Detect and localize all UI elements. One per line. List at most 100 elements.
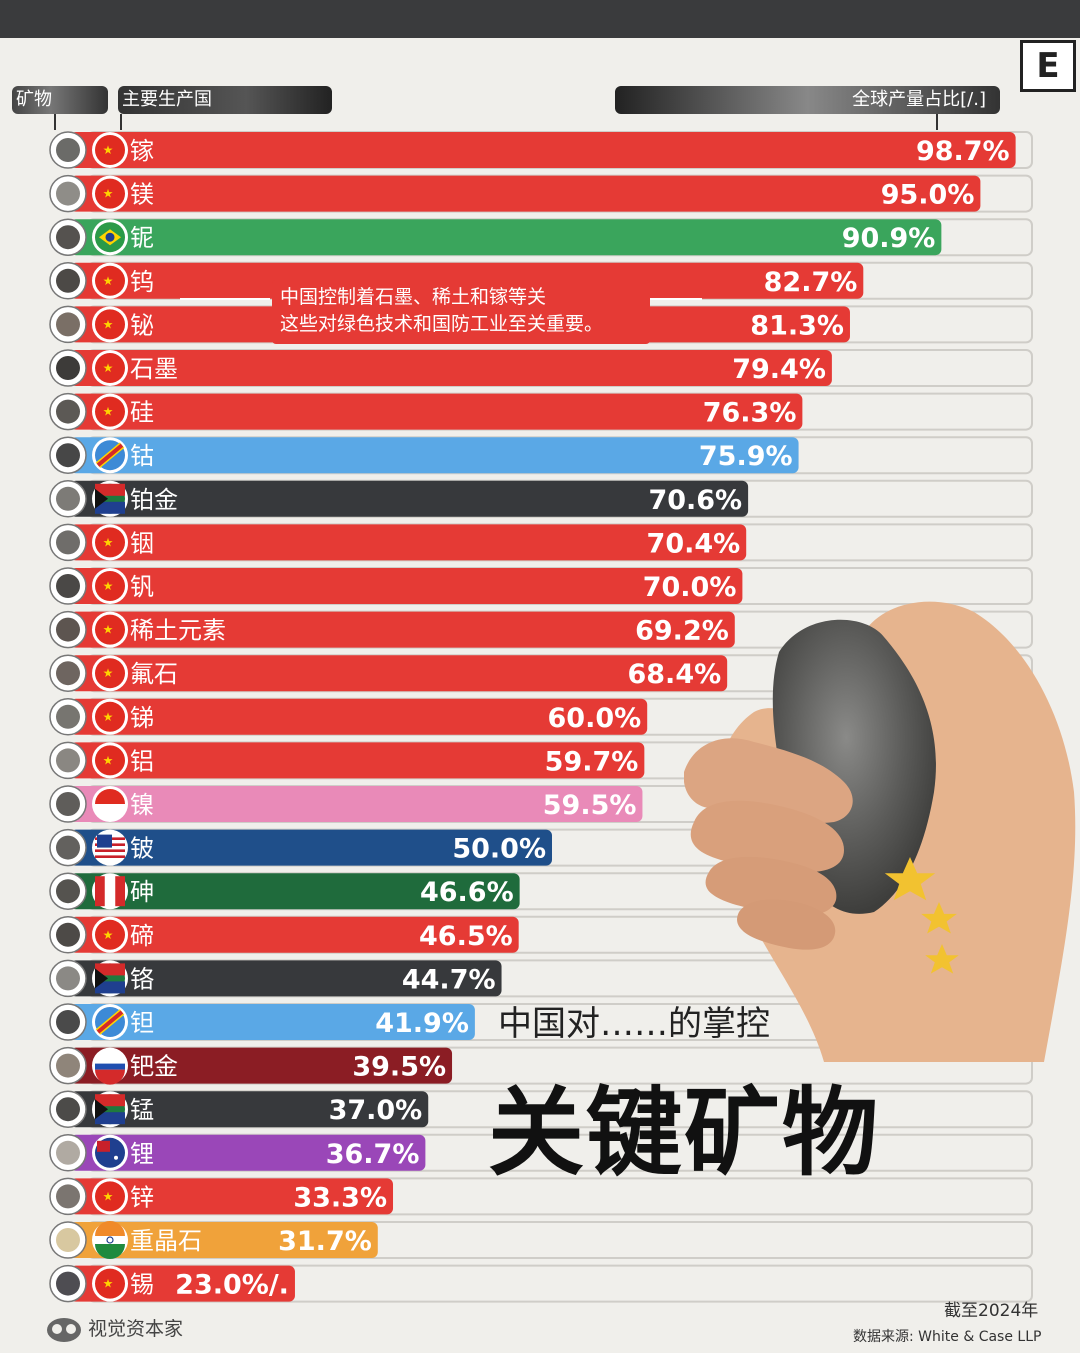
- flag-icon: ★: [92, 1265, 128, 1302]
- value-label: 50.0%: [452, 834, 546, 865]
- producer-column-header: 主要生产国: [118, 86, 332, 114]
- mineral-header-pointer: [54, 114, 56, 130]
- svg-text:★: ★: [103, 187, 114, 201]
- value-label: 33.3%: [293, 1182, 387, 1213]
- mineral-label: 氟石: [130, 660, 178, 688]
- brand-logo-icon: [47, 1317, 81, 1342]
- value-label: 76.3%: [703, 398, 797, 429]
- bar: [70, 1004, 475, 1040]
- bar: [70, 1265, 295, 1302]
- mineral-icon: [49, 349, 87, 387]
- bar-row: 铌 90.9%: [49, 218, 1033, 257]
- share-header-pointer: [936, 114, 938, 130]
- svg-text:★: ★: [103, 317, 114, 331]
- bar-row: ★ 钒 70.0%: [49, 567, 1033, 605]
- flag-icon: ★: [92, 350, 128, 386]
- value-label: 46.6%: [420, 877, 514, 908]
- mineral-icon: [49, 1090, 87, 1128]
- bar-row: 钽 41.9%: [49, 1003, 1033, 1041]
- mineral-label: 钒: [130, 573, 154, 601]
- mineral-icon: [49, 959, 87, 998]
- value-label: 31.7%: [278, 1226, 372, 1257]
- mineral-label: 镓: [130, 137, 154, 165]
- callout-note-line-2: 这些对绿色技术和国防工业至关重要。: [280, 313, 604, 335]
- callout-connector-right: [650, 298, 702, 300]
- bar: [70, 916, 519, 953]
- flag-icon: ★: [92, 916, 128, 953]
- mineral-label: 钯金: [130, 1053, 178, 1081]
- bar-row: 锂 36.7%: [49, 1133, 1033, 1172]
- value-label: 41.9%: [375, 1008, 469, 1039]
- flag-icon: [92, 1047, 128, 1085]
- bar-row: ★ 碲 46.5%: [49, 915, 1033, 954]
- mineral-icon: [49, 1177, 87, 1216]
- mineral-label: 镍: [130, 791, 154, 819]
- flag-icon: [92, 873, 128, 910]
- svg-text:★: ★: [103, 928, 114, 942]
- mineral-icon: [49, 523, 87, 562]
- svg-text:★: ★: [103, 579, 114, 593]
- value-label: 59.7%: [545, 746, 639, 777]
- svg-text:★: ★: [103, 1189, 114, 1203]
- mineral-label: 铝: [130, 747, 154, 775]
- mineral-icon: [49, 1134, 87, 1172]
- callout-note-line-1: 中国控制着石墨、稀土和镓等关: [280, 286, 547, 308]
- flag-icon: ★: [92, 611, 128, 648]
- bar: [70, 175, 981, 212]
- mineral-label: 铟: [130, 529, 154, 557]
- bar: [70, 219, 942, 256]
- svg-text:★: ★: [103, 274, 114, 288]
- flag-icon: [92, 219, 128, 256]
- value-label: 59.5%: [543, 790, 637, 821]
- flag-icon: [92, 829, 128, 866]
- brand-mark: 视觉资本家: [46, 1314, 183, 1344]
- mineral-icon: [49, 872, 87, 910]
- callout-connector-left: [180, 298, 270, 300]
- bar-row: ★ 硅 76.3%: [49, 392, 1033, 431]
- svg-text:★: ★: [103, 623, 114, 637]
- value-label: 81.3%: [750, 310, 844, 341]
- mineral-label: 钽: [130, 1009, 154, 1037]
- bar-row: ★ 铝 59.7%: [49, 741, 1033, 780]
- bar-row: ★ 稀土元素 69.2%: [49, 610, 1033, 649]
- value-label: 69.2%: [635, 616, 729, 647]
- bar: [70, 1091, 429, 1128]
- data-source: 数据来源: White & Case LLP: [853, 1329, 1042, 1345]
- bar-row: 铍 50.0%: [49, 828, 1033, 867]
- flag-icon: ★: [92, 132, 128, 168]
- mineral-label: 钴: [130, 442, 154, 470]
- mineral-label: 铌: [130, 224, 154, 252]
- bar: [70, 786, 643, 822]
- mineral-icon: [49, 480, 87, 518]
- mineral-icon: [49, 131, 87, 169]
- flag-icon: ★: [92, 698, 128, 735]
- flag-icon: ★: [92, 742, 128, 779]
- svg-text:★: ★: [103, 710, 114, 724]
- mineral-label: 铋: [130, 311, 154, 339]
- bar: [70, 568, 743, 604]
- subtitle: 中国对……的掌控: [498, 1004, 770, 1044]
- callout-note: 中国控制着石墨、稀土和镓等关 这些对绿色技术和国防工业至关重要。: [272, 280, 650, 344]
- flag-icon: ★: [92, 1178, 128, 1215]
- flag-icon: [92, 786, 128, 822]
- svg-text:★: ★: [103, 535, 114, 549]
- value-label: 79.4%: [732, 354, 826, 385]
- bar: [70, 350, 832, 386]
- flag-icon: [92, 1134, 128, 1171]
- mineral-label: 镁: [130, 181, 154, 209]
- value-label: 68.4%: [627, 659, 721, 690]
- value-label: 60.0%: [548, 703, 642, 734]
- svg-text:★: ★: [103, 405, 114, 419]
- mineral-icon: [49, 916, 87, 954]
- bar: [70, 873, 520, 910]
- main-title: 关键矿物: [488, 1077, 880, 1189]
- mineral-icon: [49, 567, 87, 605]
- mineral-icon: [49, 654, 87, 692]
- flag-icon: ★: [92, 568, 128, 604]
- bar-row: 铂金 70.6%: [49, 479, 1033, 518]
- mineral-label: 钨: [130, 268, 154, 296]
- bar-row: ★ 氟石 68.4%: [49, 654, 1033, 693]
- top-bar: [0, 0, 1080, 38]
- mineral-icon: [49, 785, 87, 823]
- bar-row: 钯金 39.5%: [49, 1046, 1033, 1085]
